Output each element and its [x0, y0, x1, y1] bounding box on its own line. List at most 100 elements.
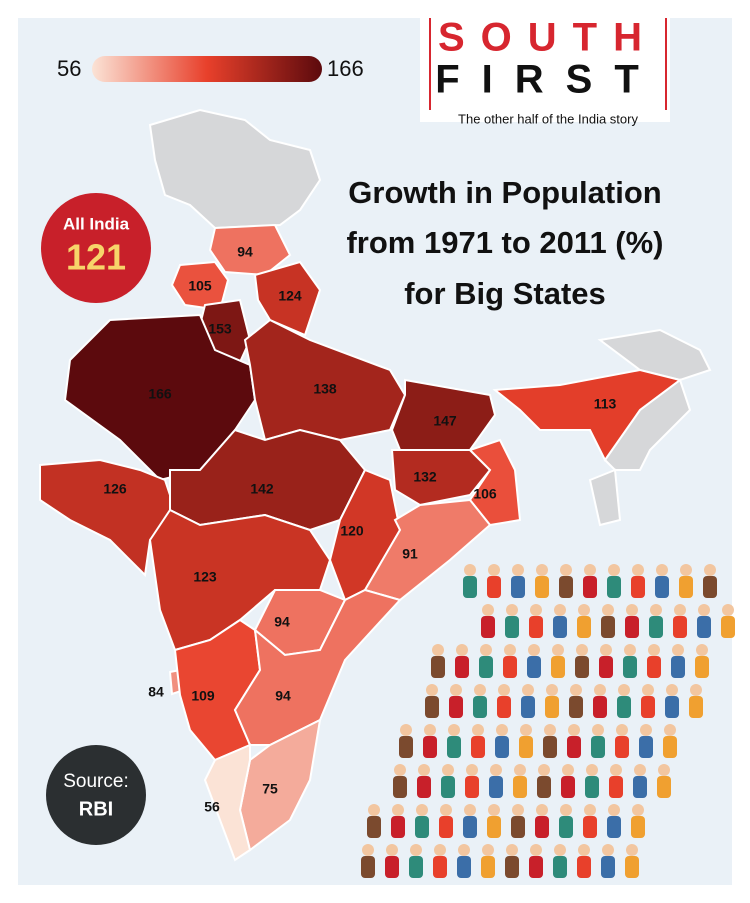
person-head [418, 764, 430, 776]
person-body [473, 696, 487, 718]
region [233, 588, 402, 746]
person-body [417, 776, 431, 798]
person-head [528, 644, 540, 656]
person-body [449, 696, 463, 718]
person-body [569, 696, 583, 718]
region-label: 75 [262, 781, 278, 797]
person-head [482, 604, 494, 616]
person-body [593, 696, 607, 718]
source-badge [46, 745, 146, 845]
person-body [567, 736, 581, 758]
region [363, 498, 492, 602]
person-head [466, 764, 478, 776]
person-head [658, 764, 670, 776]
person-head [490, 764, 502, 776]
person-body [657, 776, 671, 798]
person-head [664, 724, 676, 736]
person-body [535, 816, 549, 838]
person-head [666, 684, 678, 696]
person-head [458, 844, 470, 856]
person-head [616, 724, 628, 736]
region-label: 94 [237, 244, 253, 260]
person-body [519, 736, 533, 758]
person-body [399, 736, 413, 758]
person-head [498, 684, 510, 696]
person-head [536, 804, 548, 816]
person-body [673, 616, 687, 638]
region-label: 109 [191, 688, 215, 704]
person-head [538, 764, 550, 776]
person-body [441, 776, 455, 798]
person-body [513, 776, 527, 798]
person-head [608, 804, 620, 816]
person-body [463, 576, 477, 598]
person-head [464, 804, 476, 816]
person-body [647, 656, 661, 678]
person-body [583, 576, 597, 598]
region-label: 113 [594, 396, 617, 412]
person-body [553, 856, 567, 878]
crowd-illustration [361, 564, 735, 878]
person-body [615, 736, 629, 758]
region-label: 166 [148, 386, 172, 402]
region-label: 132 [413, 469, 437, 485]
person-body [553, 616, 567, 638]
person-head [698, 604, 710, 616]
person-body [697, 616, 711, 638]
person-head [672, 644, 684, 656]
all-india-badge [41, 193, 151, 303]
person-body [393, 776, 407, 798]
person-body [439, 816, 453, 838]
person-head [618, 684, 630, 696]
person-body [447, 736, 461, 758]
region-label: 138 [313, 381, 337, 397]
person-body [535, 576, 549, 598]
person-body [497, 696, 511, 718]
person-body [655, 576, 669, 598]
person-head [584, 564, 596, 576]
person-body [607, 576, 621, 598]
person-head [610, 764, 622, 776]
person-head [392, 804, 404, 816]
person-body [559, 816, 573, 838]
person-body [721, 616, 735, 638]
person-head [424, 724, 436, 736]
person-head [522, 684, 534, 696]
person-body [455, 656, 469, 678]
person-body [703, 576, 717, 598]
person-head [560, 564, 572, 576]
person-body [609, 776, 623, 798]
person-head [530, 844, 542, 856]
person-head [410, 844, 422, 856]
person-head [506, 844, 518, 856]
person-body [391, 816, 405, 838]
person-head [536, 564, 548, 576]
person-head [570, 684, 582, 696]
person-body [471, 736, 485, 758]
person-body [511, 576, 525, 598]
person-head [704, 564, 716, 576]
person-head [592, 724, 604, 736]
person-head [578, 844, 590, 856]
person-body [431, 656, 445, 678]
person-head [554, 604, 566, 616]
person-head [440, 804, 452, 816]
person-body [561, 776, 575, 798]
region-label: 142 [250, 481, 274, 497]
person-head [608, 564, 620, 576]
person-head [648, 644, 660, 656]
region-label: 120 [340, 523, 364, 539]
person-head [626, 844, 638, 856]
person-head [368, 804, 380, 816]
person-head [362, 844, 374, 856]
person-body [665, 696, 679, 718]
person-body [689, 696, 703, 718]
person-body [679, 576, 693, 598]
person-head [496, 724, 508, 736]
person-head [650, 604, 662, 616]
person-body [415, 816, 429, 838]
person-body [495, 736, 509, 758]
person-head [584, 804, 596, 816]
map: 94 105 124 153 166 138 147 113 126 142 132 106 120 91… [39, 223, 683, 862]
gray-region [148, 108, 322, 230]
